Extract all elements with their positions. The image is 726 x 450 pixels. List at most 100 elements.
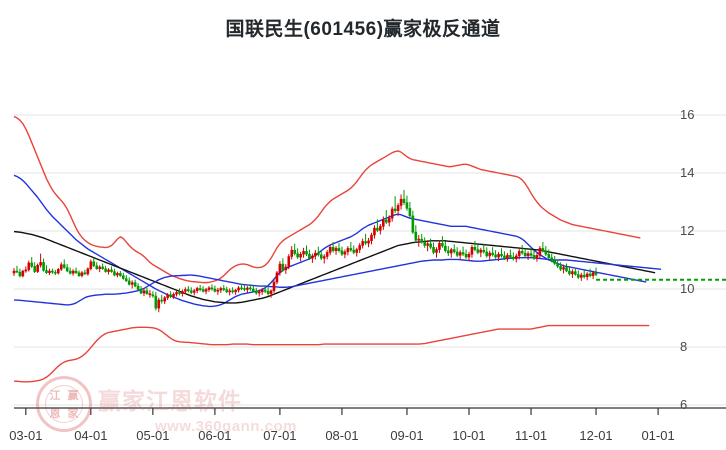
candle-body [523, 252, 527, 257]
candle-body [538, 248, 542, 256]
candle-body [36, 264, 39, 272]
candle-body [228, 290, 231, 293]
candle-body [77, 272, 81, 276]
candle-body [328, 246, 332, 253]
candle-body [547, 253, 551, 258]
candle-body [411, 215, 415, 233]
candle-body [396, 205, 400, 211]
candle-body [225, 289, 229, 293]
candle-body [343, 251, 347, 255]
candle-body [449, 249, 453, 254]
candle-body [556, 263, 559, 267]
x-tick-label: 12-01 [579, 428, 613, 443]
x-tick-label: 11-01 [514, 428, 548, 443]
candle-body [157, 299, 161, 309]
candle-body [101, 266, 104, 269]
candle-body [461, 252, 465, 255]
candle-body [455, 251, 459, 256]
candle-body [399, 198, 403, 206]
candle-body [21, 270, 25, 277]
candle-body [175, 292, 178, 295]
candle-body [133, 282, 137, 287]
candle-body [476, 249, 480, 253]
candle-body [45, 270, 48, 274]
candle-body [520, 251, 524, 254]
candle-body [33, 266, 36, 272]
candle-body [122, 275, 125, 279]
candle-body [535, 255, 539, 259]
candle-body [577, 274, 580, 278]
candle-body [51, 270, 54, 273]
candle-body [319, 254, 323, 259]
candle-body [269, 290, 273, 294]
candle-body [74, 270, 78, 274]
page-title: 国联民生(601456)赢家极反通道 [225, 19, 501, 40]
candle-body [565, 267, 568, 272]
candle-body [509, 255, 512, 258]
candle-body [464, 253, 468, 258]
candle-body [260, 289, 264, 293]
x-tick-label: 10-01 [452, 428, 486, 443]
candle-body [305, 251, 308, 255]
candle-body [491, 252, 494, 256]
candle-body [302, 251, 305, 255]
candle-body [48, 270, 51, 274]
candle-body [237, 287, 240, 291]
candle-body [352, 249, 356, 253]
candle-body [62, 264, 66, 268]
candle-body [370, 234, 373, 242]
band-line-2 [13, 230, 656, 304]
candle-body [544, 250, 548, 255]
candle-body [39, 262, 42, 266]
candle-body [68, 270, 72, 274]
candle-body [219, 288, 223, 291]
candle-body [373, 227, 376, 236]
candle-body [311, 255, 314, 259]
candle-body [249, 287, 252, 290]
x-tick-label: 03-01 [9, 428, 43, 443]
candle-body [479, 249, 483, 253]
candle-body [234, 289, 237, 293]
candle-body [500, 253, 503, 257]
candle-body [562, 267, 565, 270]
band-line-3 [14, 256, 662, 306]
candle-body [184, 289, 187, 292]
candle-body [550, 257, 554, 261]
y-tick-label: 12 [680, 223, 695, 238]
candle-body [210, 287, 214, 290]
candle-body [325, 252, 329, 257]
candle-body [494, 254, 497, 258]
candle-body [417, 238, 421, 241]
candle-body [148, 293, 152, 296]
candle-body [503, 255, 506, 259]
candle-body [429, 243, 432, 248]
candle-body [240, 287, 243, 290]
candle-body [142, 290, 146, 294]
candle-body [414, 231, 418, 241]
candle-body [207, 287, 211, 290]
candle-body [189, 290, 193, 293]
candle-body [252, 288, 255, 292]
candle-body [222, 288, 226, 290]
candle-body [582, 274, 586, 278]
candle-body [124, 278, 128, 282]
candle-body [444, 245, 447, 251]
candle-body [308, 253, 311, 259]
candle-body [71, 270, 75, 274]
candle-body [405, 202, 409, 209]
band-line-1 [13, 174, 647, 308]
candle-body [95, 265, 99, 269]
x-tick-label: 04-01 [74, 428, 108, 443]
candle-body [393, 208, 397, 211]
candle-body [12, 270, 16, 274]
candle-body [387, 217, 391, 223]
candle-body [281, 263, 285, 271]
band-line-4 [14, 324, 650, 383]
candle-body [257, 291, 261, 294]
candle-body [435, 249, 438, 253]
candle-body [166, 294, 169, 298]
candle-body [92, 261, 96, 267]
candle-body [201, 289, 205, 292]
